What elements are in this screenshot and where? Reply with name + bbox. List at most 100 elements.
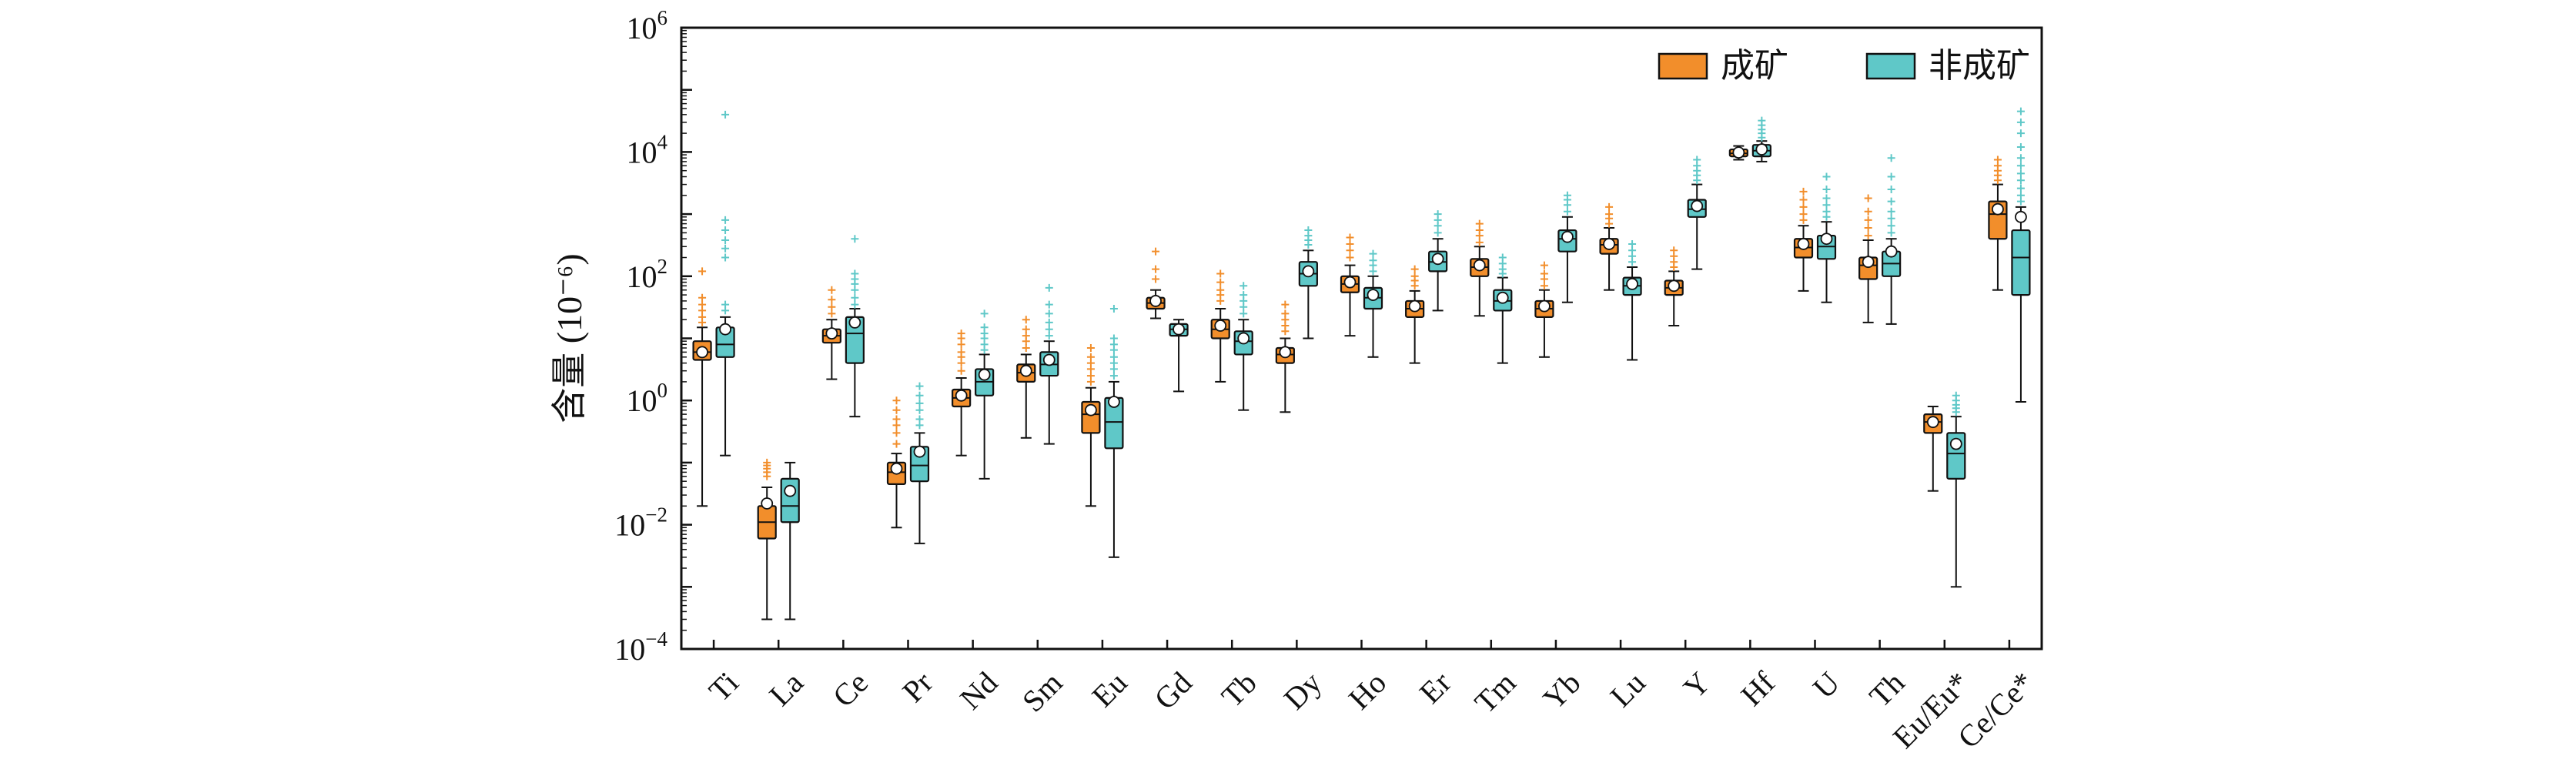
box-group [1493,253,1513,364]
outlier-marker [851,293,859,302]
outlier-marker [892,396,901,405]
box-group [821,286,841,380]
outlier-marker [2016,118,2025,126]
mean-marker [825,327,838,340]
box-group [1340,233,1360,337]
outlier-marker [2016,154,2025,162]
box [2011,229,2031,296]
x-tick-label: Yb [1536,665,1587,716]
outlier-marker [1216,286,1225,294]
box-group [1104,304,1124,558]
plot-frame [680,26,2043,651]
mean-marker [1042,353,1055,366]
box-group [2011,107,2031,403]
outlier-marker [698,293,707,302]
x-tick-label: Th [1862,665,1911,714]
box-group [975,309,995,480]
box-group [1146,247,1166,319]
y-tick-label: 100 [627,379,668,418]
box-group [780,461,800,620]
outlier-marker [1022,344,1030,353]
mean-marker [1408,299,1421,313]
mean-marker [978,368,991,381]
outlier-marker [1540,282,1548,290]
mean-marker [1237,332,1250,345]
x-tick-label: Eu [1085,665,1133,714]
outlier-marker [1434,229,1442,237]
outlier-marker [1369,256,1377,265]
outlier-marker [1086,353,1095,361]
mean-marker [1343,276,1357,289]
box-group [1470,219,1490,317]
outlier-marker [1281,309,1290,318]
mean-marker [1302,265,1315,278]
box-group [1016,316,1036,439]
mean-marker [1926,416,1939,429]
x-tick-label: Sm [1015,665,1069,719]
x-tick-label: Ho [1342,665,1393,716]
mean-marker [1626,277,1638,290]
outlier-marker [698,267,707,276]
outlier-marker [1822,194,1831,202]
outlier-marker [721,216,730,224]
outlier-marker [828,286,836,294]
x-tick-label: Tb [1215,665,1263,714]
outlier-marker [915,415,924,423]
y-tick-label: 10−4 [614,627,667,667]
outlier-marker [1799,187,1808,196]
box-group [1169,319,1189,393]
outlier-marker [2016,129,2025,138]
outlier-marker [1952,391,1960,400]
outlier-marker [1045,332,1053,340]
outlier-marker [828,296,836,304]
mean-marker [1538,299,1551,313]
outlier-marker [1304,226,1313,235]
box-group [1793,187,1814,292]
outlier-marker [828,309,836,318]
box-group [1858,194,1878,323]
outlier-marker [1239,282,1248,290]
box-group [1039,283,1059,445]
box-group [1728,145,1748,161]
outlier-marker [721,226,730,235]
x-tick-label: Dy [1277,665,1328,716]
outlier-marker [1346,246,1354,255]
outlier-marker [1109,353,1118,361]
outlier-marker [1628,246,1637,255]
outlier-marker [1475,238,1484,246]
outlier-marker [2016,184,2025,192]
x-tick-label: Ti [702,665,745,708]
x-tick-label: Pr [895,665,939,709]
outlier-marker [721,236,730,245]
plot-area [680,26,2043,651]
outlier-marker [892,415,901,423]
outlier-marker [1045,318,1053,326]
outlier-marker [1410,272,1419,280]
box-group [845,235,865,418]
outlier-marker [1887,172,1895,181]
outlier-marker [1864,224,1872,232]
x-tick-label: Ce [826,665,875,714]
legend-label: 成矿 [1721,47,1788,85]
mean-marker [848,316,861,329]
outlier-marker [1887,197,1895,206]
y-tick-label: 106 [627,6,668,45]
outlier-marker [1346,233,1354,242]
outlier-marker [1045,283,1053,292]
mean-marker [1561,230,1574,243]
box-group [1557,191,1577,303]
outlier-marker [1822,185,1831,193]
outlier-marker [2016,176,2025,185]
legend: 成矿 非成矿 [1658,47,2030,85]
box-group [1534,261,1554,358]
outlier-marker [1086,344,1095,353]
outlier-marker [1540,269,1548,278]
mean-marker [1992,202,2004,216]
mean-marker [1820,232,1833,246]
outlier-marker [1887,214,1895,222]
outlier-marker [1475,226,1484,235]
mean-marker [1019,364,1032,377]
mean-marker [1496,291,1509,304]
